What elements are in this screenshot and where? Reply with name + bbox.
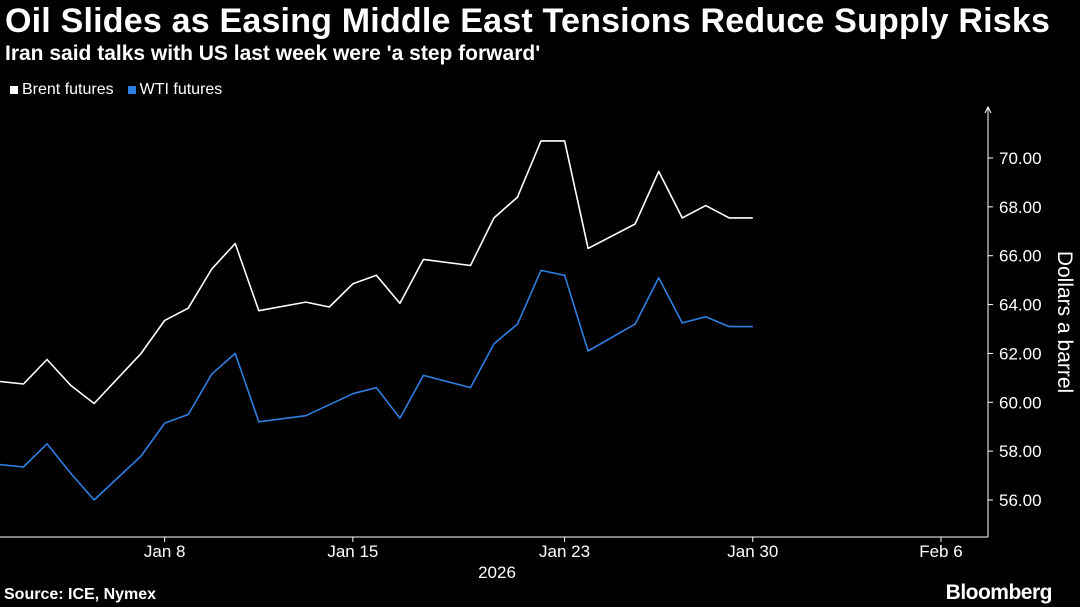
- series-layer: [0, 140, 753, 501]
- y-tick-label: 66.00: [999, 247, 1042, 266]
- x-tick-label: Jan 23: [539, 542, 590, 561]
- wti-line: [0, 269, 753, 501]
- brand-logo: Bloomberg: [945, 581, 1053, 604]
- y-tick-label: 64.00: [999, 296, 1042, 315]
- y-axis-arrow: [984, 105, 992, 114]
- x-axis: Jan 8 Jan 15 Jan 23 Jan 30 Feb 6 2026: [0, 536, 988, 582]
- y-tick-label: 62.00: [999, 344, 1042, 363]
- legend-label-wti: WTI futures: [139, 81, 223, 98]
- y-tick-label: 58.00: [999, 442, 1042, 461]
- y-axis-title: Dollars a barrel: [1053, 251, 1076, 393]
- x-tick-label: Jan 15: [327, 542, 378, 561]
- y-tick-label: 70.00: [999, 149, 1042, 168]
- x-tick-label: Feb 6: [919, 542, 962, 561]
- chart-subtitle: Iran said talks with US last week were '…: [5, 42, 541, 65]
- legend: Brent futures WTI futures: [10, 81, 236, 99]
- legend-item-brent: Brent futures: [10, 81, 114, 99]
- legend-item-wti: WTI futures: [127, 81, 223, 99]
- y-tick-label: 60.00: [999, 393, 1042, 412]
- x-tick-label: Jan 8: [144, 542, 186, 561]
- brent-line: [0, 140, 753, 405]
- legend-label-brent: Brent futures: [22, 81, 114, 98]
- y-tick-label: 68.00: [999, 198, 1042, 217]
- source-note: Source: ICE, Nymex: [4, 586, 157, 603]
- chart-title: Oil Slides as Easing Middle East Tension…: [5, 2, 1051, 40]
- y-tick-label: 56.00: [999, 491, 1042, 510]
- y-axis: 56.00 58.00 60.00 62.00 64.00 66.00 68.00 70.00…: [984, 105, 1076, 537]
- legend-swatch-wti: [127, 86, 136, 94]
- legend-swatch-brent: [10, 86, 18, 94]
- x-axis-title: 2026: [478, 563, 516, 582]
- x-tick-label: Jan 30: [727, 542, 778, 561]
